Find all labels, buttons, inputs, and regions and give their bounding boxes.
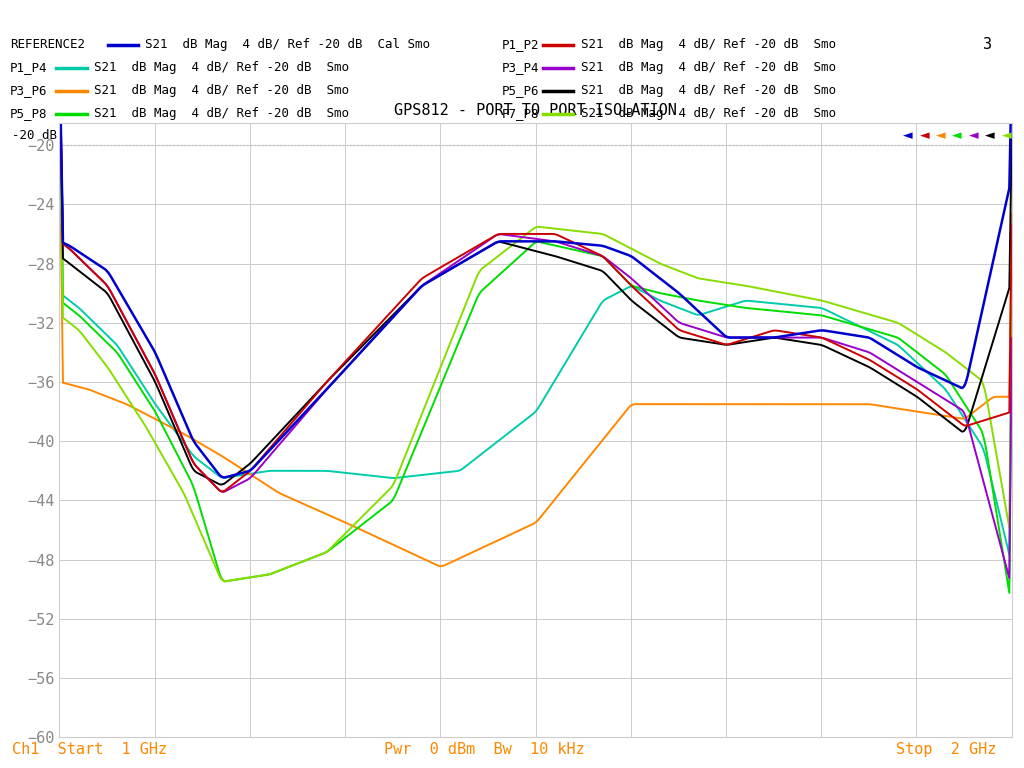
Text: S21  dB Mag  4 dB/ Ref -20 dB  Smo: S21 dB Mag 4 dB/ Ref -20 dB Smo xyxy=(581,108,836,120)
Text: S21  dB Mag  4 dB/ Ref -20 dB  Smo: S21 dB Mag 4 dB/ Ref -20 dB Smo xyxy=(94,61,349,74)
Text: S21  dB Mag  4 dB/ Ref -20 dB  Smo: S21 dB Mag 4 dB/ Ref -20 dB Smo xyxy=(581,84,836,97)
Text: S21  dB Mag  4 dB/ Ref -20 dB  Smo: S21 dB Mag 4 dB/ Ref -20 dB Smo xyxy=(581,38,836,51)
Text: Pwr  0 dBm  Bw  10 kHz: Pwr 0 dBm Bw 10 kHz xyxy=(384,742,585,757)
Text: ◄: ◄ xyxy=(985,130,994,142)
Text: ◄: ◄ xyxy=(952,130,962,142)
Text: S21  dB Mag  4 dB/ Ref -20 dB  Cal Smo: S21 dB Mag 4 dB/ Ref -20 dB Cal Smo xyxy=(145,38,430,51)
Text: REFERENCE2: REFERENCE2 xyxy=(10,38,85,51)
Text: P3_P6: P3_P6 xyxy=(10,84,48,97)
Text: S21  dB Mag  4 dB/ Ref -20 dB  Smo: S21 dB Mag 4 dB/ Ref -20 dB Smo xyxy=(581,61,836,74)
Text: S21  dB Mag  4 dB/ Ref -20 dB  Smo: S21 dB Mag 4 dB/ Ref -20 dB Smo xyxy=(94,108,349,120)
Text: P1_P2: P1_P2 xyxy=(502,38,540,51)
Text: ◄: ◄ xyxy=(1001,130,1011,142)
Text: P3_P4: P3_P4 xyxy=(502,61,540,74)
Text: P5_P6: P5_P6 xyxy=(502,84,540,97)
Text: Ch1  Start  1 GHz: Ch1 Start 1 GHz xyxy=(12,742,167,757)
Title: GPS812 - PORT TO PORT ISOLATION: GPS812 - PORT TO PORT ISOLATION xyxy=(394,103,677,118)
Text: ◄: ◄ xyxy=(920,130,929,142)
Text: Stop  2 GHz: Stop 2 GHz xyxy=(896,742,996,757)
Text: P5_P8: P5_P8 xyxy=(10,108,48,120)
Text: 3: 3 xyxy=(983,37,992,52)
Text: P7_P8: P7_P8 xyxy=(502,108,540,120)
Text: ◄: ◄ xyxy=(936,130,945,142)
Text: P1_P4: P1_P4 xyxy=(10,61,48,74)
Text: ◄: ◄ xyxy=(903,130,912,142)
Text: S21  dB Mag  4 dB/ Ref -20 dB  Smo: S21 dB Mag 4 dB/ Ref -20 dB Smo xyxy=(94,84,349,97)
Text: ◄: ◄ xyxy=(969,130,978,142)
Text: -20 dB: -20 dB xyxy=(12,130,57,142)
